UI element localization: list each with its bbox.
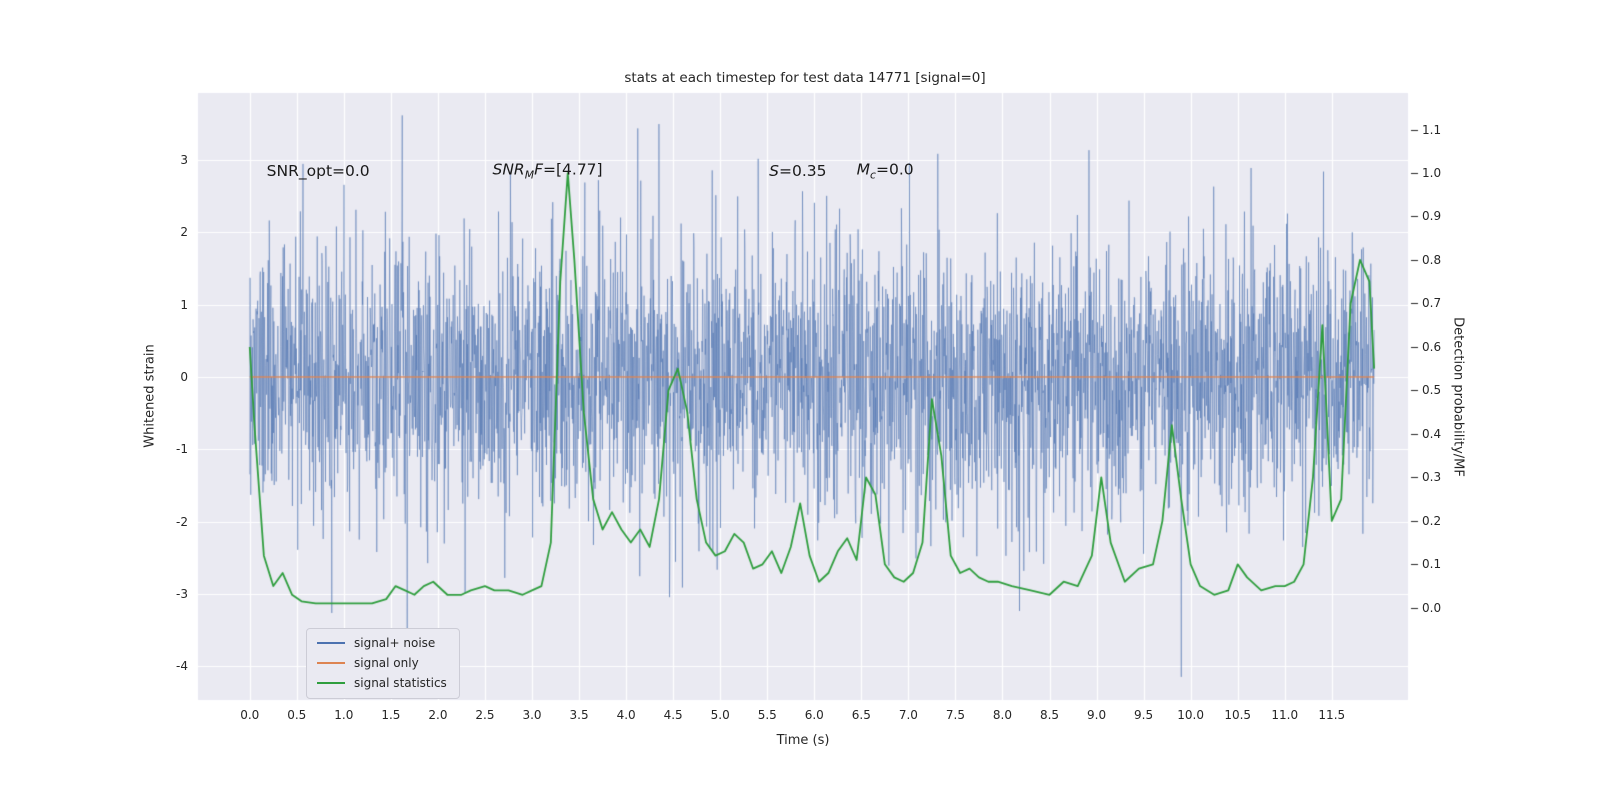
figure: stats at each timestep for test data 147… [0,0,1600,800]
chart-canvas [0,0,1600,800]
